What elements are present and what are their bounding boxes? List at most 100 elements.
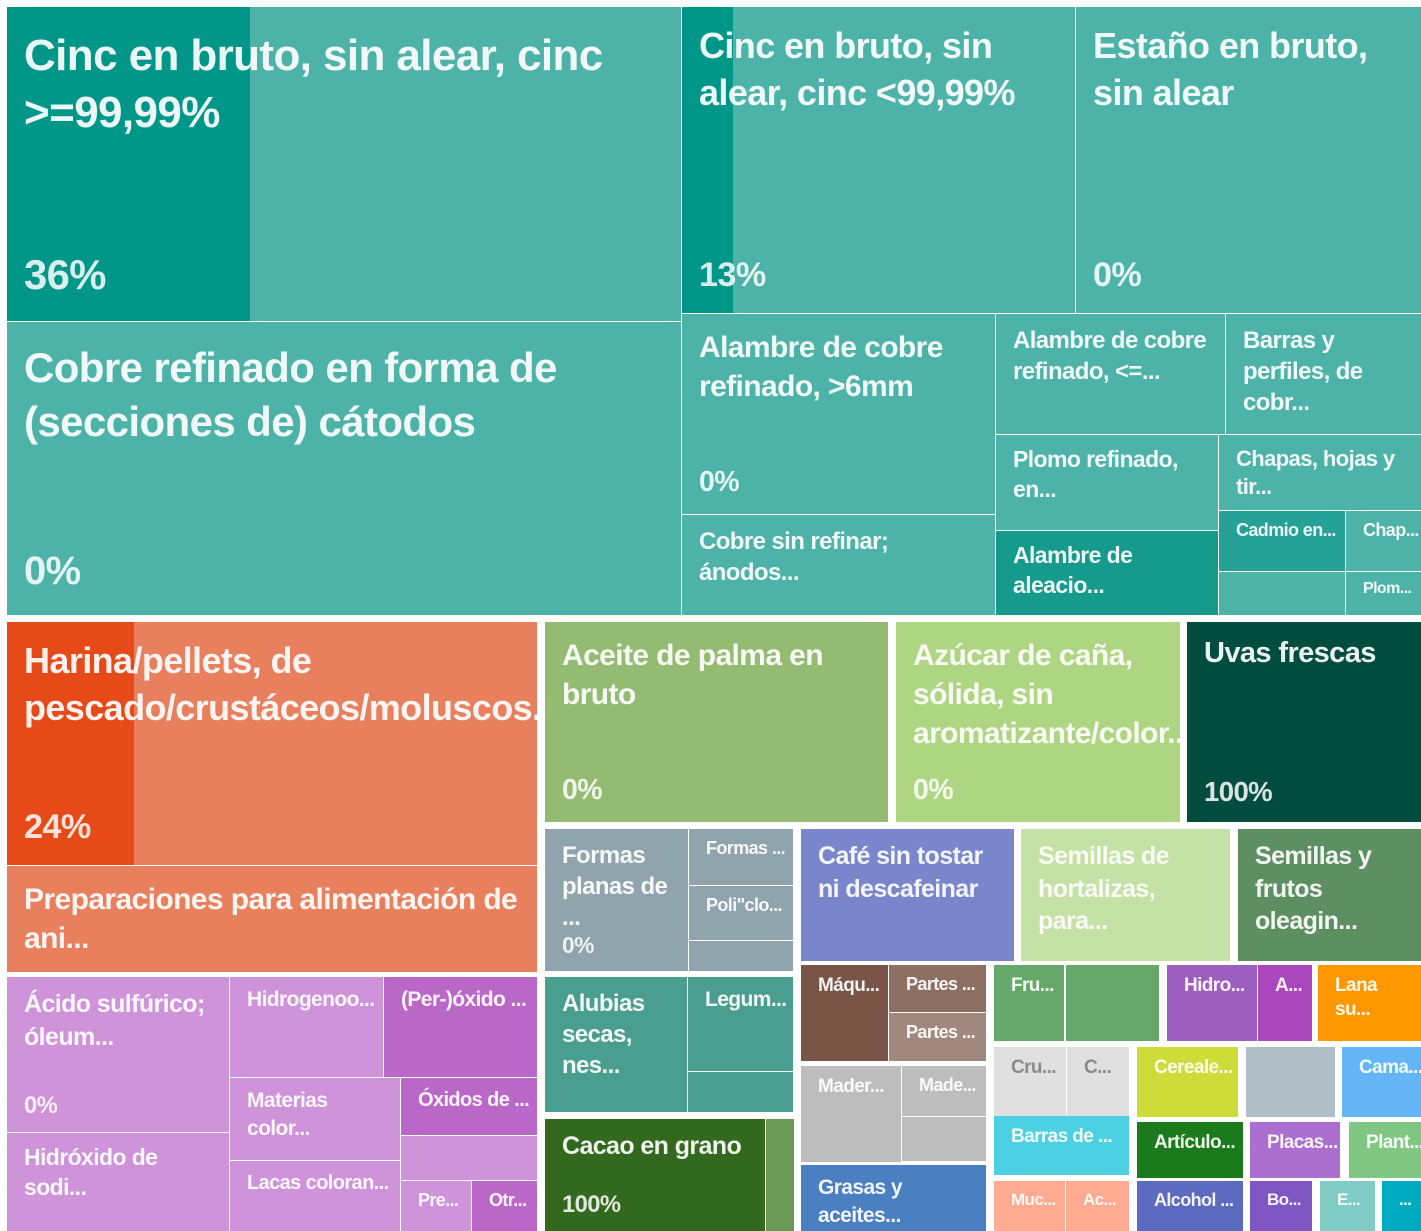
tile-percent: 0% bbox=[24, 549, 81, 593]
tile: Fru... bbox=[994, 965, 1064, 1041]
tile: Semillas de hortalizas, para... bbox=[1021, 829, 1230, 961]
tile-label: Plom... bbox=[1363, 580, 1412, 598]
tile-label: Chapas, hojas y tir... bbox=[1236, 445, 1395, 500]
tile-label: Ácido sulfúrico; óleum... bbox=[24, 990, 205, 1051]
tile: Bo... bbox=[1250, 1181, 1312, 1231]
tile-label: Alcohol ... bbox=[1154, 1190, 1234, 1211]
tile bbox=[1066, 965, 1159, 1041]
tile: Harina/pellets, de pescado/crustáceos/mo… bbox=[7, 622, 537, 865]
tile-percent: 0% bbox=[24, 1091, 58, 1119]
tile-label: Cobre sin refinar; ánodos... bbox=[699, 527, 889, 586]
tile-label: Materias color... bbox=[247, 1089, 328, 1140]
tile-label: Cinc en bruto, sin alear, cinc <99,99% bbox=[699, 25, 1015, 113]
tile: Semillas y frutos oleagin... bbox=[1238, 829, 1421, 961]
tile bbox=[401, 1136, 537, 1180]
tile: Lacas coloran... bbox=[230, 1161, 400, 1231]
tile-label: Ac... bbox=[1083, 1189, 1117, 1209]
share-bar bbox=[7, 7, 250, 321]
tile-percent: 100% bbox=[1204, 775, 1273, 807]
tile-label: Óxidos de ... bbox=[418, 1089, 530, 1111]
tile-label: Plomo refinado, en... bbox=[1013, 446, 1178, 503]
tile: Óxidos de ... bbox=[401, 1078, 537, 1135]
tile-percent: 36% bbox=[24, 251, 106, 298]
share-bar bbox=[1187, 622, 1421, 822]
tile-label: Formas planas de ... bbox=[562, 841, 668, 932]
tile-label: Formas ... bbox=[706, 838, 786, 859]
tile: Máqu... bbox=[801, 965, 888, 1061]
tile-percent: 0% bbox=[699, 466, 740, 498]
tile: Partes ... bbox=[889, 1013, 986, 1061]
tile bbox=[689, 941, 793, 971]
tile-percent: 13% bbox=[699, 256, 766, 294]
tile-label: Hidrogenoo... bbox=[247, 988, 375, 1012]
tile: Alubias secas, nes... bbox=[545, 977, 687, 1112]
tile-percent: 0% bbox=[562, 774, 603, 806]
tile: Artículo... bbox=[1137, 1122, 1243, 1178]
tile: Plom... bbox=[1346, 572, 1421, 615]
tile: Barras y perfiles, de cobr... bbox=[1226, 314, 1421, 434]
tile-percent: 100% bbox=[562, 1190, 621, 1218]
tile: Cinc en bruto, sin alear, cinc >=99,99% 3… bbox=[7, 7, 681, 321]
tile-label: Cobre refinado en forma de (secciones de… bbox=[24, 343, 557, 446]
tile: C... bbox=[1067, 1047, 1129, 1117]
tile bbox=[902, 1117, 986, 1161]
share-bar bbox=[7, 622, 135, 865]
tile-label: Café sin tostar ni descafeinar bbox=[818, 842, 983, 903]
tile-percent: 0% bbox=[1093, 256, 1142, 294]
tile-label: Barras y perfiles, de cobr... bbox=[1243, 326, 1363, 417]
tile-label: Pre... bbox=[418, 1190, 459, 1211]
tile-label: Azúcar de caña, sólida, sin aromatizante… bbox=[913, 638, 1180, 750]
tile: Estaño en bruto, sin alear 0% bbox=[1076, 7, 1421, 313]
tile-label: Cacao en grano bbox=[562, 1132, 742, 1161]
tile: ... bbox=[1382, 1181, 1421, 1231]
tile-label: Máqu... bbox=[818, 974, 880, 996]
tile-label: Hidróxido de sodi... bbox=[24, 1144, 158, 1201]
tile: Placas... bbox=[1250, 1122, 1340, 1178]
tile: Café sin tostar ni descafeinar bbox=[801, 829, 1014, 961]
tile: E... bbox=[1320, 1181, 1375, 1231]
tile-label: Preparaciones para alimentación de ani..… bbox=[24, 882, 518, 955]
tile: Cobre sin refinar; ánodos... bbox=[682, 515, 995, 615]
tile-label: Legum... bbox=[705, 988, 787, 1012]
tile-percent: 0% bbox=[913, 774, 954, 806]
tile-percent: 0% bbox=[562, 932, 594, 958]
tile: Preparaciones para alimentación de ani..… bbox=[7, 866, 537, 972]
tile: Grasas y aceites... bbox=[801, 1165, 986, 1231]
tile-label: Cinc en bruto, sin alear, cinc >=99,99% bbox=[24, 30, 603, 137]
tile-label: Alambre de cobre refinado, >6mm bbox=[699, 330, 943, 403]
tile-label: Artículo... bbox=[1154, 1131, 1236, 1153]
tile-label: Barras de ... bbox=[1011, 1125, 1113, 1147]
tile: A... bbox=[1258, 965, 1312, 1041]
share-bar bbox=[545, 1119, 765, 1231]
tile bbox=[1246, 1047, 1335, 1117]
tile-label: Chap... bbox=[1363, 520, 1419, 541]
tile: Materias color... bbox=[230, 1078, 400, 1160]
tile: Made... bbox=[902, 1066, 986, 1116]
tile: Lana su... bbox=[1318, 965, 1421, 1041]
tile: Plomo refinado, en... bbox=[996, 435, 1218, 530]
tile-label: Alambre de aleacio... bbox=[1013, 542, 1133, 599]
tile: Barras de ... bbox=[994, 1116, 1129, 1175]
tile: Otr... bbox=[472, 1181, 537, 1231]
tile-label: Mader... bbox=[818, 1075, 885, 1097]
tile-label: Alambre de cobre refinado, <=... bbox=[1013, 326, 1207, 385]
tile: Cacao en grano 100% bbox=[545, 1119, 765, 1231]
tile-label: Grasas y aceites... bbox=[818, 1176, 903, 1227]
tile: Alcohol ... bbox=[1137, 1181, 1243, 1231]
tile: Uvas frescas 100% bbox=[1187, 622, 1421, 822]
tile-label: Harina/pellets, de pescado/crustáceos/mo… bbox=[24, 640, 537, 728]
tile-label: (Per-)óxido ... bbox=[401, 988, 527, 1012]
tile-label: Poli"clo... bbox=[706, 895, 783, 916]
tile: Alambre de aleacio... bbox=[996, 531, 1218, 615]
tile-label: Alubias secas, nes... bbox=[562, 989, 645, 1080]
tile: Chapas, hojas y tir... bbox=[1219, 435, 1421, 510]
tile-label: Hidro... bbox=[1184, 974, 1245, 996]
tile-percent: 24% bbox=[24, 808, 91, 846]
tile: Alambre de cobre refinado, <=... bbox=[996, 314, 1225, 434]
tile-label: Partes ... bbox=[906, 974, 976, 995]
tile: Chap... bbox=[1346, 511, 1421, 571]
tile: Plant... bbox=[1349, 1122, 1421, 1178]
tile-label: Aceite de palma en bruto bbox=[562, 638, 824, 711]
tile: Ácido sulfúrico; óleum... 0% bbox=[7, 977, 229, 1132]
tile-label: Otr... bbox=[489, 1190, 527, 1211]
